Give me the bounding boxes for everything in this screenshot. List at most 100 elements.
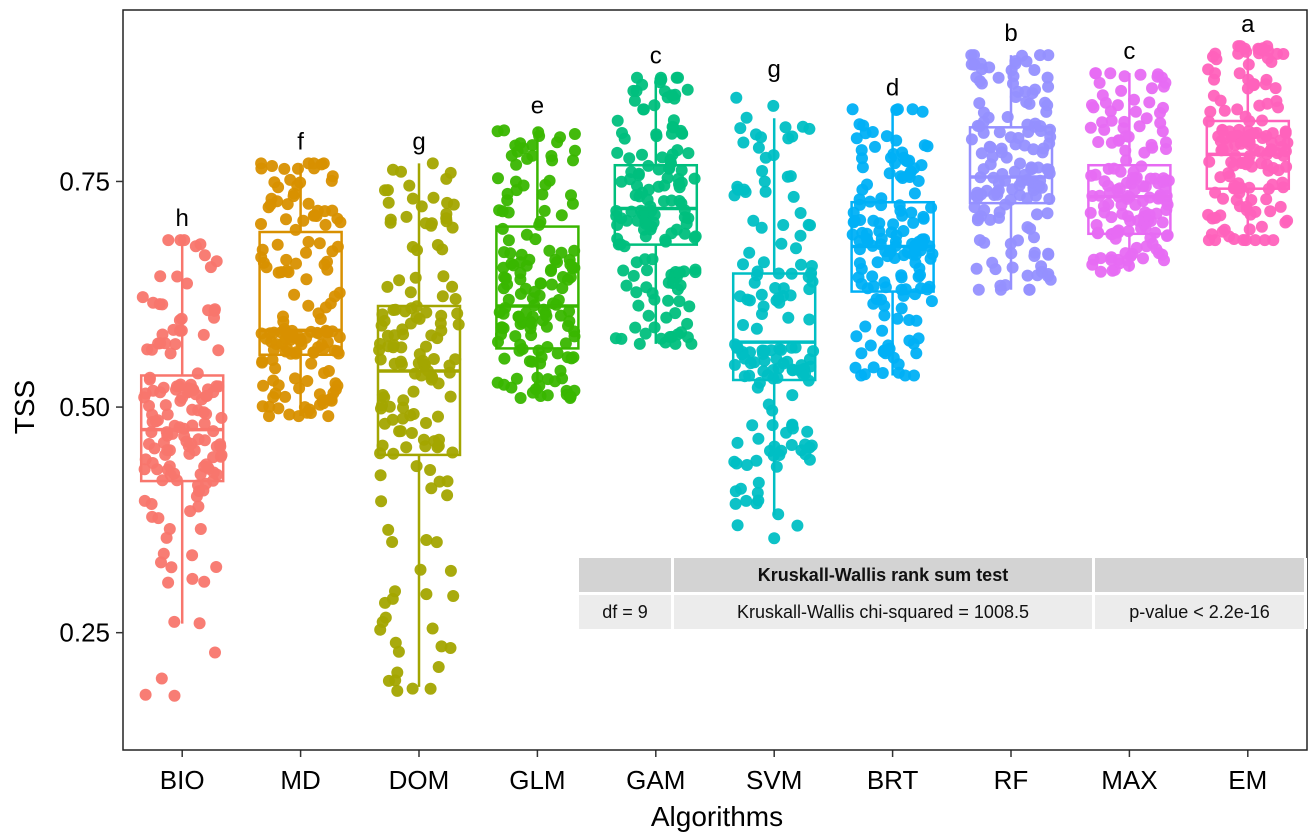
data-point <box>1084 206 1097 219</box>
data-point <box>559 337 572 350</box>
data-point <box>632 169 645 182</box>
data-point <box>892 366 905 379</box>
data-point <box>322 410 335 423</box>
data-point <box>1041 71 1054 84</box>
data-point <box>564 271 577 284</box>
data-point <box>278 162 291 175</box>
data-point <box>876 324 889 337</box>
data-point <box>757 256 770 269</box>
data-point <box>139 688 152 701</box>
data-point <box>777 219 790 231</box>
data-point <box>789 341 802 354</box>
data-point <box>510 184 523 197</box>
data-point <box>533 218 546 231</box>
data-point <box>406 682 419 695</box>
data-point <box>495 328 507 341</box>
data-point <box>738 370 751 383</box>
data-point <box>797 368 809 381</box>
data-point <box>437 270 450 283</box>
data-point <box>1270 95 1283 107</box>
data-point <box>374 469 387 482</box>
data-point <box>881 250 894 263</box>
data-point <box>1214 171 1227 184</box>
data-point <box>887 218 900 231</box>
data-point <box>1092 136 1105 148</box>
data-point <box>168 615 181 628</box>
data-point <box>272 379 285 392</box>
data-point <box>777 282 790 295</box>
data-point <box>906 103 919 116</box>
data-point <box>926 248 939 260</box>
data-point <box>1146 141 1159 154</box>
data-point <box>1118 70 1131 83</box>
data-point <box>1129 105 1142 118</box>
data-point <box>156 474 169 487</box>
data-point <box>849 361 862 374</box>
data-point <box>502 293 515 306</box>
data-point <box>666 120 679 133</box>
significance-letter: c <box>650 43 662 70</box>
data-point <box>806 275 819 288</box>
data-point <box>151 414 164 427</box>
data-point <box>531 371 544 384</box>
data-point <box>1261 40 1274 53</box>
plot-area: h f g e c g d b c a <box>136 11 1294 702</box>
data-point <box>272 266 285 279</box>
data-point <box>971 119 984 132</box>
data-point <box>785 267 798 280</box>
data-point <box>1227 182 1240 195</box>
data-point <box>393 274 406 287</box>
data-point <box>520 228 533 241</box>
data-point <box>970 262 983 275</box>
data-point <box>642 159 655 172</box>
data-point <box>752 141 765 154</box>
data-point <box>772 267 785 280</box>
panel-border <box>122 9 1308 751</box>
data-point <box>199 477 212 490</box>
data-point <box>256 355 269 368</box>
data-point <box>389 585 401 598</box>
data-point <box>878 299 891 312</box>
data-point <box>850 132 863 145</box>
data-point <box>282 266 295 279</box>
stat-table-header-blank-right <box>1093 558 1307 595</box>
data-point <box>1225 156 1238 169</box>
data-point <box>975 63 988 76</box>
data-point <box>648 321 661 334</box>
data-point <box>1007 77 1019 90</box>
data-point <box>517 142 530 155</box>
data-point <box>646 253 659 266</box>
data-point <box>1021 269 1034 282</box>
data-point <box>921 283 934 296</box>
data-point <box>925 295 938 308</box>
data-point <box>633 337 646 350</box>
data-point <box>143 373 156 386</box>
data-point <box>878 276 891 289</box>
data-point <box>673 195 686 207</box>
significance-letter: e <box>531 92 544 119</box>
data-point <box>322 365 335 377</box>
data-point <box>534 277 547 290</box>
data-point <box>752 432 765 445</box>
data-point <box>449 293 462 305</box>
data-point <box>756 308 768 320</box>
data-point <box>139 453 152 466</box>
data-point <box>1126 172 1139 184</box>
data-point <box>528 285 541 298</box>
data-point <box>1157 101 1169 114</box>
data-point <box>858 368 871 381</box>
data-point <box>611 232 624 245</box>
data-point <box>1154 117 1167 129</box>
data-point <box>568 128 581 140</box>
data-point <box>880 130 893 143</box>
data-point <box>138 463 151 476</box>
data-point <box>678 227 691 240</box>
data-point <box>496 222 509 235</box>
data-point <box>895 269 908 282</box>
data-point <box>526 149 539 162</box>
data-point <box>498 124 511 137</box>
data-point <box>787 190 800 203</box>
data-point <box>184 505 197 518</box>
data-point <box>986 256 999 269</box>
